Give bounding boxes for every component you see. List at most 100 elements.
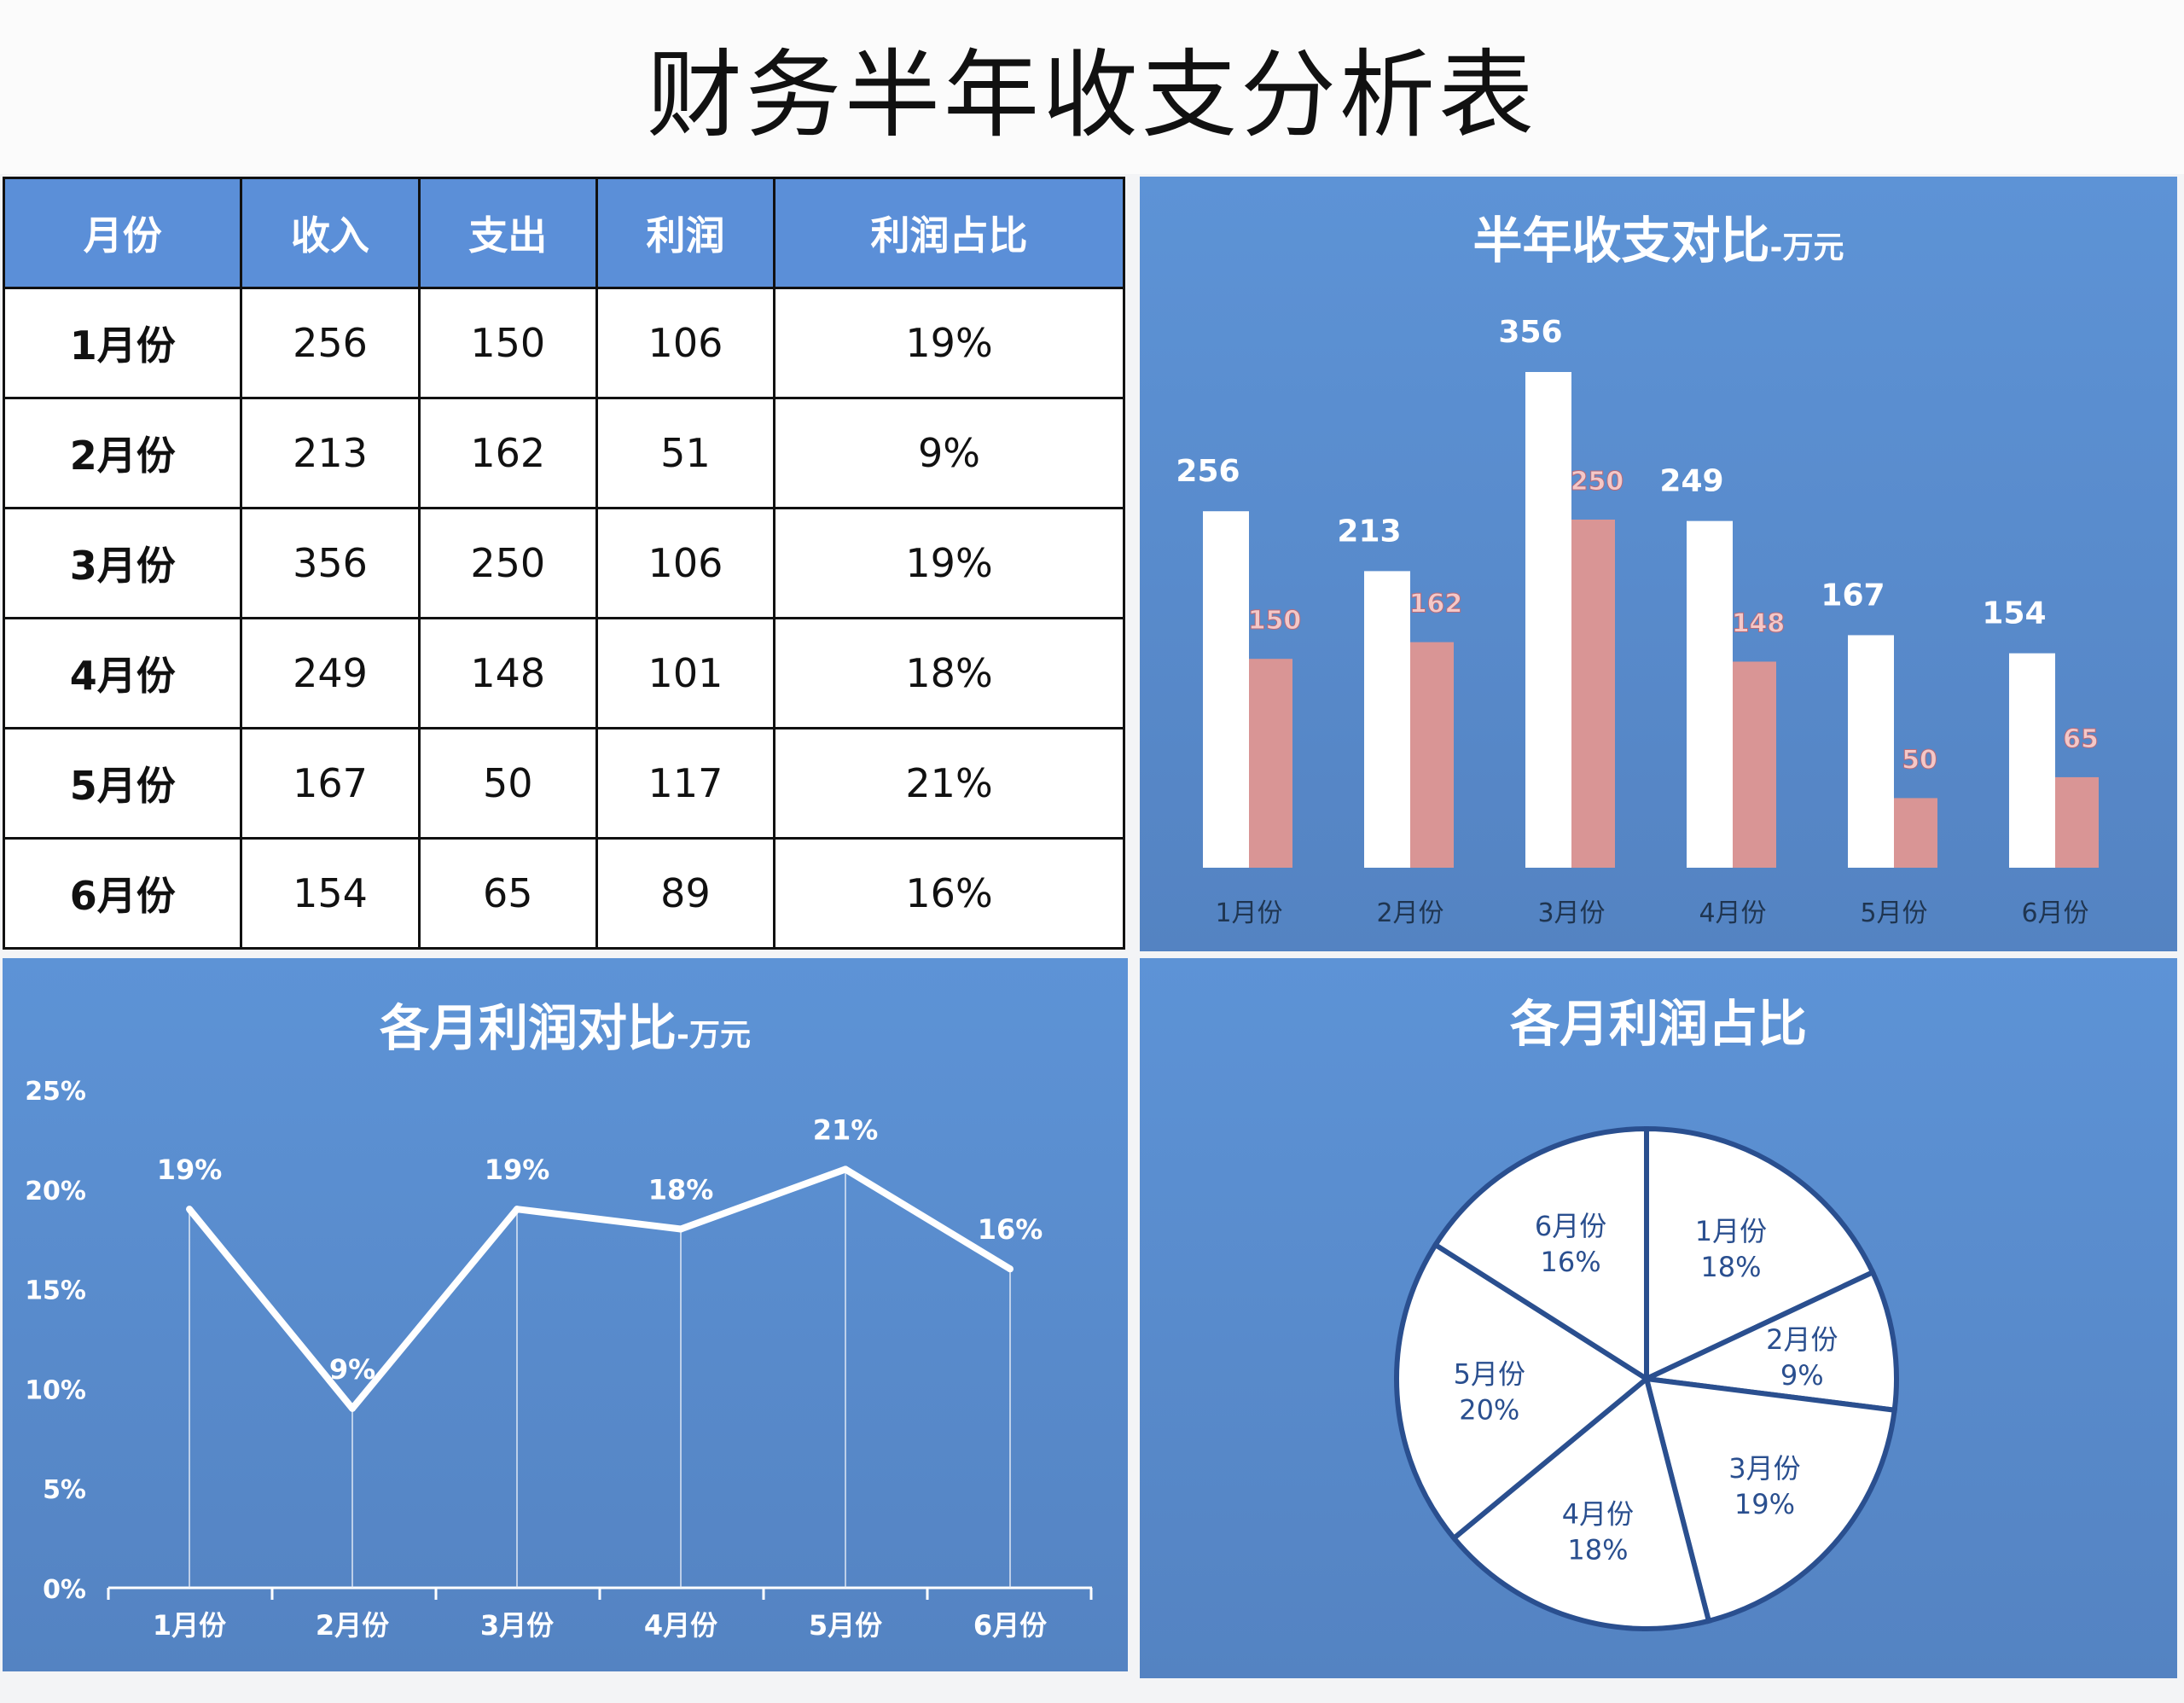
value-cell: 19%: [773, 287, 1125, 399]
value-cell: 150: [417, 287, 598, 399]
slice-label: 5月份: [1454, 1358, 1525, 1391]
expense-bar: [1894, 798, 1937, 868]
value-cell: 162: [417, 397, 598, 509]
income-label: 356: [1498, 315, 1562, 350]
table-row: 3月份 356 250 106 19%: [2, 507, 1125, 619]
x-tick-label: 6月份: [2021, 898, 2088, 928]
value-cell: 65: [417, 837, 598, 950]
income-label: 154: [1982, 596, 2046, 631]
pie-chart-title: 各月利润占比: [1509, 995, 1807, 1053]
table-header-cell: 利润占比: [773, 177, 1125, 289]
page-title: 财务半年收支分析表: [0, 0, 2184, 174]
table-row: 4月份 249 148 101 18%: [2, 617, 1125, 729]
y-tick-label: 0%: [43, 1575, 86, 1605]
x-tick-label: 2月份: [316, 1609, 389, 1642]
expense-bar: [1733, 661, 1776, 868]
slice-label: 2月份: [1766, 1323, 1838, 1356]
data-point: [349, 1404, 356, 1412]
month-cell: 2月份: [2, 397, 243, 509]
expense-label: 150: [1248, 606, 1302, 636]
table-header-cell: 支出: [417, 177, 598, 289]
x-tick-label: 4月份: [644, 1609, 717, 1642]
data-label: 16%: [978, 1213, 1043, 1246]
value-cell: 356: [240, 507, 421, 619]
value-cell: 154: [240, 837, 421, 950]
value-cell: 9%: [773, 397, 1125, 509]
value-cell: 19%: [773, 507, 1125, 619]
pie-slice: [1637, 1269, 1899, 1414]
income-bar: [1364, 571, 1410, 868]
expense-label: 148: [1732, 608, 1786, 638]
slice-percent: 19%: [1734, 1488, 1795, 1520]
expense-label: 65: [2063, 724, 2099, 754]
bar-chart: 256 150 1月份 213 162 2月份 356 250 3月份 249 148 4月份 167 5…: [1176, 315, 2099, 928]
expense-label: 50: [1902, 745, 1937, 775]
table-row: 1月份 256 150 106 19%: [2, 287, 1125, 399]
slice-percent: 20%: [1459, 1394, 1519, 1427]
pie-slice: [1644, 1125, 1877, 1383]
slice-label: 4月份: [1562, 1498, 1634, 1531]
line-chart-panel: 0% 5% 10% 15% 20% 25% 19% 1月份 9% 2月份 19% 3月份 18% 4月份 2…: [3, 958, 1128, 1671]
table-header-cell: 收入: [240, 177, 421, 289]
expense-bar: [2055, 776, 2099, 868]
value-cell: 16%: [773, 837, 1125, 950]
data-point: [677, 1225, 684, 1233]
expense-label: 250: [1571, 467, 1624, 497]
data-label: 19%: [157, 1154, 223, 1186]
month-cell: 4月份: [2, 617, 243, 729]
line-chart-unit: -万元: [677, 1018, 751, 1053]
finance-table: 月份 收入 支出 利润 利润占比 1月份 256 150 106 19% 2月份 213 162 51 9…: [2, 177, 1125, 950]
expense-bar: [1571, 520, 1615, 868]
expense-bar: [1249, 659, 1292, 868]
value-cell: 256: [240, 287, 421, 399]
y-tick-label: 5%: [43, 1475, 86, 1505]
data-point: [1007, 1265, 1014, 1273]
value-cell: 21%: [773, 727, 1125, 840]
y-tick-label: 25%: [25, 1077, 86, 1107]
month-cell: 5月份: [2, 727, 243, 840]
slice-percent: 16%: [1541, 1246, 1601, 1278]
y-tick-label: 20%: [25, 1177, 86, 1206]
month-cell: 3月份: [2, 507, 243, 619]
pie-slice: [1450, 1374, 1712, 1631]
table-header-cell: 月份: [2, 177, 243, 289]
x-tick-label: 3月份: [1537, 898, 1605, 928]
value-cell: 148: [417, 617, 598, 729]
x-tick-label: 1月份: [1215, 898, 1282, 928]
x-tick-label: 2月份: [1376, 898, 1443, 928]
pie-slice: [1432, 1125, 1649, 1384]
income-bar: [1848, 635, 1894, 868]
pie-slice: [1642, 1375, 1898, 1625]
value-cell: 117: [595, 727, 776, 840]
income-label: 249: [1659, 464, 1723, 499]
value-cell: 106: [595, 507, 776, 619]
table-header-cell: 利润: [595, 177, 776, 289]
line-chart-title-text: 各月利润对比: [380, 999, 677, 1057]
data-label: 18%: [648, 1174, 714, 1206]
y-tick-label: 15%: [25, 1276, 86, 1306]
data-label: 21%: [813, 1113, 879, 1146]
profit-line: [186, 1165, 1013, 1412]
line-chart: 0% 5% 10% 15% 20% 25% 19% 1月份 9% 2月份 19% 3月份 18% 4月份 2…: [25, 1077, 1093, 1642]
line-chart-title: 各月利润对比-万元: [3, 988, 1128, 1060]
income-bar: [1203, 511, 1249, 868]
value-cell: 18%: [773, 617, 1125, 729]
slice-percent: 9%: [1780, 1359, 1824, 1392]
value-cell: 50: [417, 727, 598, 840]
value-cell: 213: [240, 397, 421, 509]
bar-chart-unit: -万元: [1769, 230, 1844, 265]
slice-label: 3月份: [1728, 1452, 1800, 1485]
income-bar: [1525, 372, 1571, 868]
y-tick-label: 10%: [25, 1375, 86, 1405]
table-row: 6月份 154 65 89 16%: [2, 837, 1125, 950]
data-point: [842, 1165, 849, 1173]
value-cell: 106: [595, 287, 776, 399]
data-point: [186, 1206, 193, 1213]
value-cell: 167: [240, 727, 421, 840]
x-tick-label: 5月份: [1860, 898, 1927, 928]
x-tick-label: 5月份: [809, 1609, 882, 1642]
slice-label: 1月份: [1695, 1215, 1767, 1247]
income-label: 256: [1176, 454, 1240, 489]
value-cell: 250: [417, 507, 598, 619]
